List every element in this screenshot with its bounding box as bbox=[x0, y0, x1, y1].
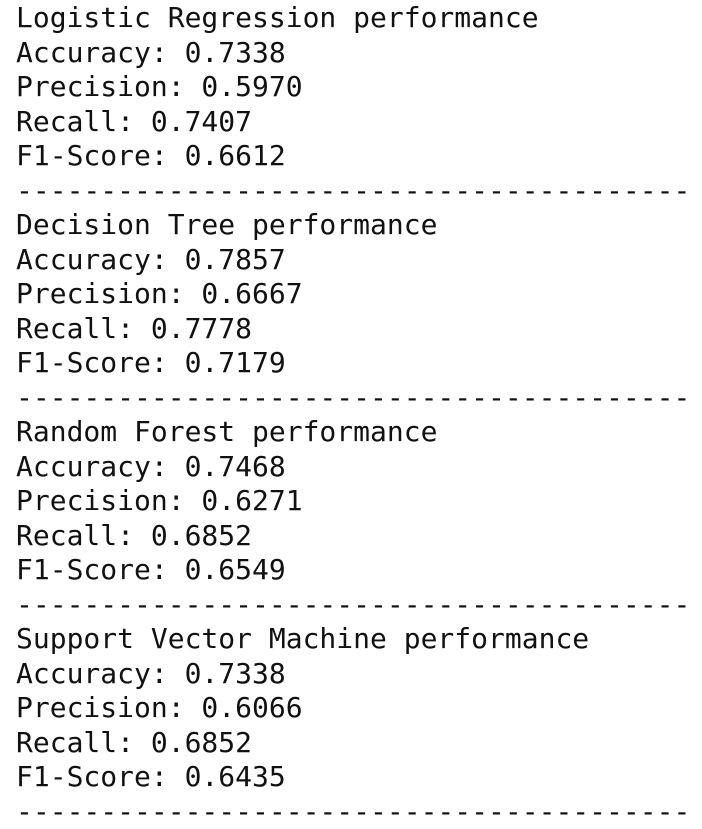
metric-value: 0.7338 bbox=[185, 36, 286, 69]
metric-label: Recall: bbox=[16, 312, 134, 345]
metric-value: 0.6271 bbox=[201, 484, 302, 517]
metric-line: Accuracy: 0.7857 bbox=[16, 243, 702, 278]
metric-line: Recall: 0.6852 bbox=[16, 519, 702, 554]
separator: ---------------------------------------- bbox=[16, 381, 702, 416]
metric-label: Precision: bbox=[16, 277, 185, 310]
metric-label: Accuracy: bbox=[16, 243, 168, 276]
metric-value: 0.7338 bbox=[185, 657, 286, 690]
metric-value: 0.7179 bbox=[185, 346, 286, 379]
metric-label: Accuracy: bbox=[16, 450, 168, 483]
metric-label: Accuracy: bbox=[16, 36, 168, 69]
separator: ---------------------------------------- bbox=[16, 795, 702, 829]
section-title: Support Vector Machine performance bbox=[16, 622, 702, 657]
metric-value: 0.7778 bbox=[151, 312, 252, 345]
section-title: Random Forest performance bbox=[16, 415, 702, 450]
metric-label: F1-Score: bbox=[16, 553, 168, 586]
metric-value: 0.6612 bbox=[185, 139, 286, 172]
metric-label: F1-Score: bbox=[16, 346, 168, 379]
metric-line: F1-Score: 0.6549 bbox=[16, 553, 702, 588]
metric-line: Recall: 0.7778 bbox=[16, 312, 702, 347]
metric-value: 0.7857 bbox=[185, 243, 286, 276]
metric-value: 0.6549 bbox=[185, 553, 286, 586]
metric-label: Accuracy: bbox=[16, 657, 168, 690]
metric-value: 0.6852 bbox=[151, 726, 252, 759]
separator: ---------------------------------------- bbox=[16, 174, 702, 209]
metric-line: Accuracy: 0.7468 bbox=[16, 450, 702, 485]
separator: ---------------------------------------- bbox=[16, 588, 702, 623]
metric-label: F1-Score: bbox=[16, 139, 168, 172]
metric-label: Recall: bbox=[16, 519, 134, 552]
metric-label: Precision: bbox=[16, 691, 185, 724]
metric-label: Precision: bbox=[16, 70, 185, 103]
metric-value: 0.5970 bbox=[201, 70, 302, 103]
metric-value: 0.6852 bbox=[151, 519, 252, 552]
metric-line: Accuracy: 0.7338 bbox=[16, 36, 702, 71]
metric-label: Precision: bbox=[16, 484, 185, 517]
metric-line: F1-Score: 0.7179 bbox=[16, 346, 702, 381]
metric-label: Recall: bbox=[16, 105, 134, 138]
metric-value: 0.6435 bbox=[185, 760, 286, 793]
metric-line: Accuracy: 0.7338 bbox=[16, 657, 702, 692]
metric-label: F1-Score: bbox=[16, 760, 168, 793]
section-title: Logistic Regression performance bbox=[16, 1, 702, 36]
metric-value: 0.6066 bbox=[201, 691, 302, 724]
metric-line: Precision: 0.6066 bbox=[16, 691, 702, 726]
metric-value: 0.6667 bbox=[201, 277, 302, 310]
metric-line: Recall: 0.6852 bbox=[16, 726, 702, 761]
metric-line: Precision: 0.6667 bbox=[16, 277, 702, 312]
metric-label: Recall: bbox=[16, 726, 134, 759]
metric-line: Precision: 0.5970 bbox=[16, 70, 702, 105]
metric-line: Precision: 0.6271 bbox=[16, 484, 702, 519]
section-title: Decision Tree performance bbox=[16, 208, 702, 243]
metric-line: Recall: 0.7407 bbox=[16, 105, 702, 140]
metric-value: 0.7468 bbox=[185, 450, 286, 483]
metric-line: F1-Score: 0.6612 bbox=[16, 139, 702, 174]
metric-value: 0.7407 bbox=[151, 105, 252, 138]
metric-line: F1-Score: 0.6435 bbox=[16, 760, 702, 795]
